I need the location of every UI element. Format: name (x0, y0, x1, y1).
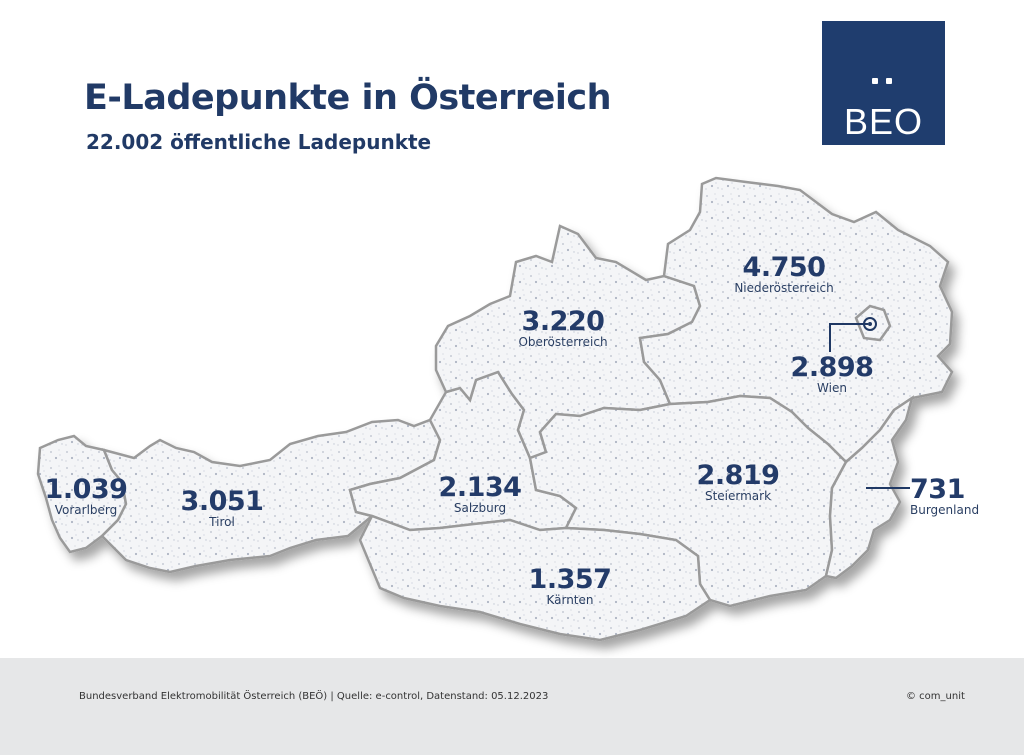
label-burgenland: 731 Burgenland (910, 476, 979, 517)
page-subtitle: 22.002 öffentliche Ladepunkte (86, 130, 432, 154)
name-tirol: Tirol (209, 515, 235, 529)
beo-logo: BEO (822, 21, 945, 145)
name-burgenland: Burgenland (910, 503, 980, 517)
name-salzburg: Salzburg (453, 501, 507, 515)
name-steiermark: Steiermark (704, 489, 772, 503)
label-kaernten: 1.357 Kärnten (529, 566, 612, 607)
wien-marker (863, 317, 877, 331)
label-salzburg: 2.134 Salzburg (439, 474, 522, 515)
logo-text: BEO (843, 101, 924, 142)
value-vorarlberg: 1.039 (44, 474, 128, 505)
label-wien: 2.898 Wien (791, 354, 874, 395)
page-title: E-Ladepunkte in Österreich (84, 78, 612, 118)
footer: Bundesverband Elektromobilität Österreic… (0, 658, 1024, 755)
value-wien: 2.898 (790, 352, 874, 383)
name-wien: Wien (817, 381, 847, 395)
name-niederoesterreich: Niederösterreich (734, 281, 834, 295)
wien-leader-line (829, 323, 868, 352)
name-kaernten: Kärnten (546, 593, 594, 607)
region-niederoesterreich (638, 176, 954, 464)
footer-copyright: © com_unit (906, 691, 965, 702)
value-salzburg: 2.134 (438, 472, 522, 503)
value-burgenland: 731 (910, 474, 965, 505)
label-niederoesterreich: 4.750 Niederösterreich (734, 254, 833, 295)
logo-umlaut-dots (872, 78, 896, 86)
name-vorarlberg: Vorarlberg (54, 503, 118, 517)
value-steiermark: 2.819 (696, 460, 780, 491)
region-kaernten (358, 514, 712, 642)
austria-map (36, 176, 954, 642)
name-oberoesterreich: Oberösterreich (518, 335, 608, 349)
value-niederoesterreich: 4.750 (742, 252, 826, 283)
value-kaernten: 1.357 (528, 564, 612, 595)
label-oberoesterreich: 3.220 Oberösterreich (518, 308, 607, 349)
label-steiermark: 2.819 Steiermark (697, 462, 780, 503)
value-oberoesterreich: 3.220 (521, 306, 605, 337)
footer-source: Bundesverband Elektromobilität Österreic… (79, 691, 549, 702)
label-vorarlberg: 1.039 Vorarlberg (45, 476, 128, 517)
region-wien (854, 304, 892, 342)
label-tirol: 3.051 Tirol (181, 488, 264, 529)
value-tirol: 3.051 (180, 486, 264, 517)
